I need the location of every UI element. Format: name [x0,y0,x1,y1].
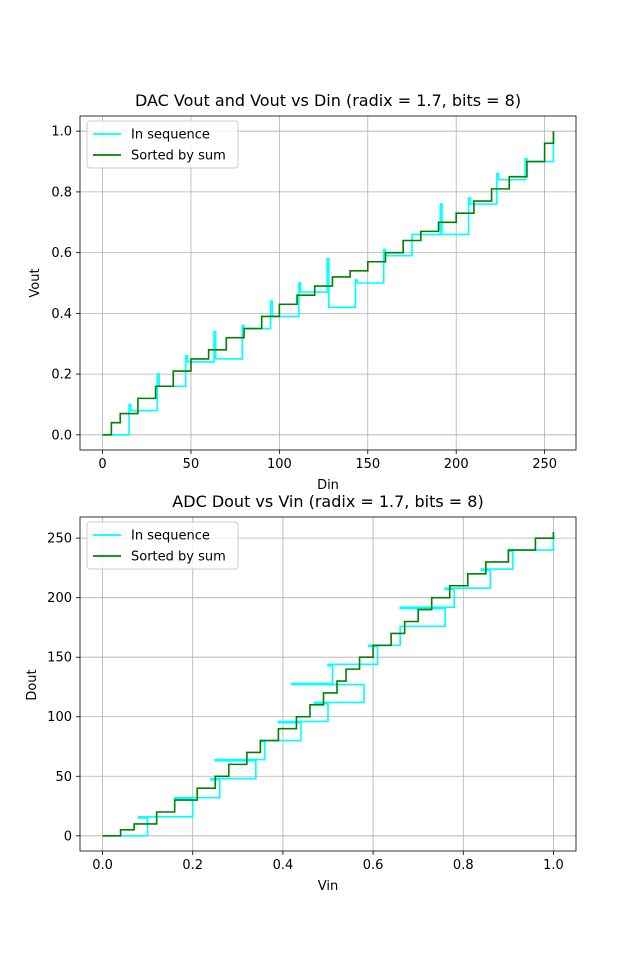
y-tick-label: 0.4 [51,307,72,322]
y-tick-label: 0.0 [51,428,72,443]
chart-title: DAC Vout and Vout vs Din (radix = 1.7, b… [135,91,521,110]
x-tick-label: 0.6 [363,858,384,873]
y-tick-label: 50 [55,770,72,785]
legend-label: Sorted by sum [131,149,226,164]
series-line [102,532,555,837]
y-axis-label: Vout [28,268,43,297]
series-line [102,131,555,436]
legend-label: Sorted by sum [131,550,226,565]
legend-box [86,521,239,570]
y-tick-label: 1.0 [51,125,72,140]
x-tick-label: 0.4 [273,858,294,873]
x-tick-label: 0.0 [92,858,113,873]
series-line [102,532,555,837]
plot-area [79,516,577,852]
x-tick-label: 50 [183,457,200,472]
adc-chart: ADC Dout vs Vin (radix = 1.7, bits = 8) … [25,492,577,894]
y-axis-label: Dout [25,669,40,700]
axes-frame [79,516,577,852]
y-tick-label: 100 [47,710,72,725]
legend-box [86,120,239,169]
x-tick-label: 200 [444,457,469,472]
legend: In sequence Sorted by sum [86,521,239,570]
x-tick-label: 0.8 [453,858,474,873]
x-tick-label: 150 [355,457,380,472]
x-axis-label: Vin [318,879,338,894]
x-tick-label: 1.0 [543,858,564,873]
dac-chart: DAC Vout and Vout vs Din (radix = 1.7, b… [28,91,577,493]
y-tick-label: 0.8 [51,185,72,200]
legend-label: In sequence [131,128,210,143]
y-tick-label: 0.6 [51,246,72,261]
series-line [102,131,555,436]
y-tick-label: 0.2 [51,368,72,383]
y-tick-label: 0 [64,829,72,844]
chart-title: ADC Dout vs Vin (radix = 1.7, bits = 8) [172,492,483,511]
x-tick-label: 250 [532,457,557,472]
x-tick-label: 100 [267,457,292,472]
y-tick-label: 150 [47,651,72,666]
y-tick-label: 250 [47,532,72,547]
x-axis-label: Din [317,478,339,493]
axes-frame [79,115,577,451]
x-tick-label: 0.2 [182,858,203,873]
y-tick-label: 200 [47,591,72,606]
legend-label: In sequence [131,529,210,544]
x-tick-label: 0 [98,457,106,472]
legend: In sequence Sorted by sum [86,120,239,169]
